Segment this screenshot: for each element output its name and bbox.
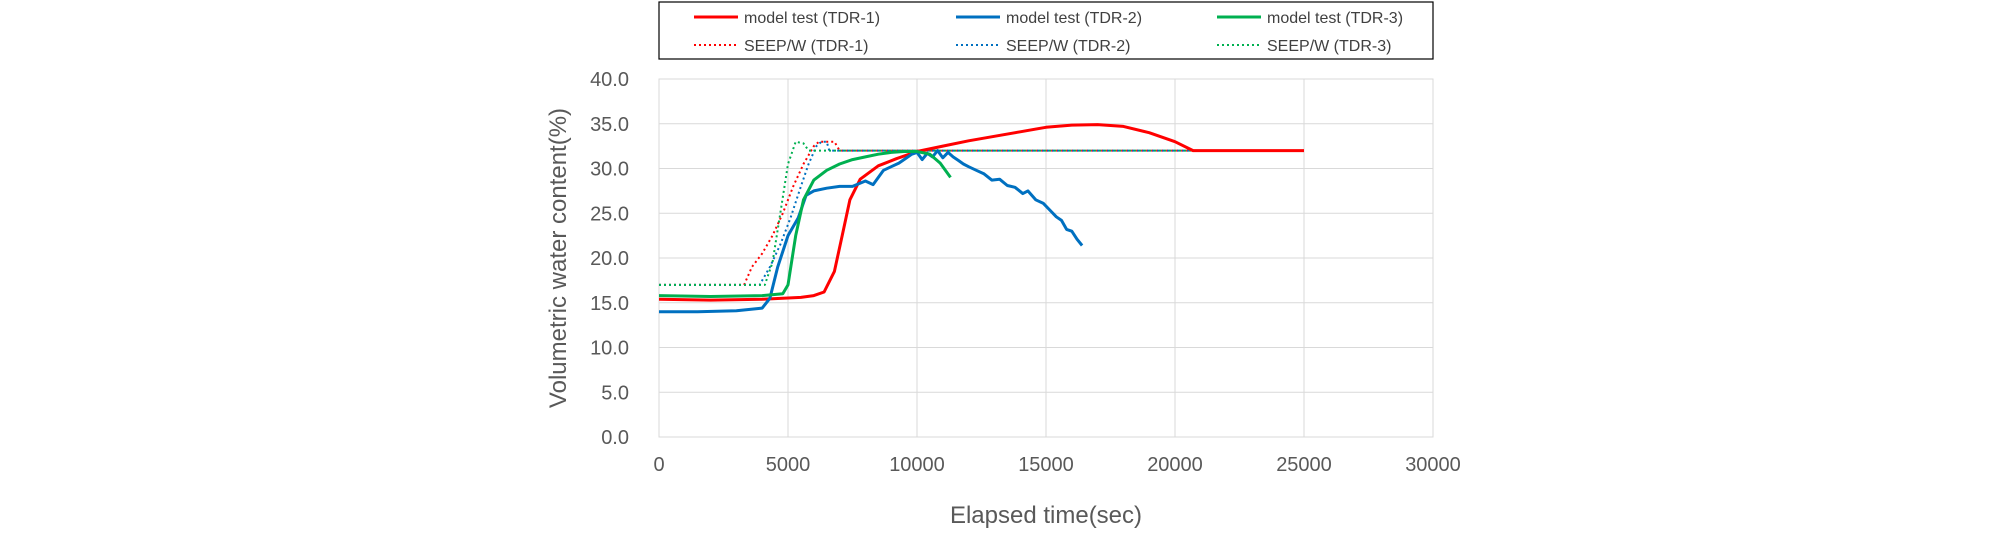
x-tick-label: 10000: [889, 454, 945, 476]
legend-label: SEEP/W (TDR-2): [1006, 38, 1130, 55]
y-tick-label: 20.0: [590, 248, 629, 270]
x-tick-label: 30000: [1405, 454, 1461, 476]
y-tick-label: 15.0: [590, 293, 629, 315]
y-tick-label: 25.0: [590, 203, 629, 225]
y-tick-label: 10.0: [590, 338, 629, 360]
y-tick-label: 35.0: [590, 114, 629, 136]
series-lines: [658, 123, 1304, 314]
y-tick-label: 5.0: [601, 382, 629, 404]
legend-box: [658, 1, 1434, 60]
legend-label: SEEP/W (TDR-3): [1267, 38, 1391, 55]
legend-label: model test (TDR-3): [1267, 10, 1403, 27]
legend-label: model test (TDR-1): [744, 10, 880, 27]
x-tick-label: 0: [653, 454, 664, 476]
legend: model test (TDR-1) model test (TDR-2) mode…: [658, 1, 1434, 60]
y-axis-title: Volumetric water content(%): [545, 108, 572, 408]
x-tick-label: 5000: [766, 454, 811, 476]
x-tick-label: 20000: [1147, 454, 1203, 476]
series-line-6: [659, 140, 1304, 286]
series-line-4: [659, 140, 1304, 286]
x-tick-labels: 0 5000 10000 15000 20000 25000 30000: [653, 454, 1460, 476]
y-tick-label: 0.0: [601, 427, 629, 449]
plot-area-border: [658, 78, 1434, 438]
series-line-3: [658, 150, 952, 298]
gridlines: [658, 78, 1434, 438]
y-tick-label: 40.0: [590, 69, 629, 91]
y-tick-labels: 0.0 5.0 10.0 15.0 20.0 25.0 30.0 35.0 40.0: [590, 69, 629, 449]
series-line-2: [659, 149, 1084, 314]
x-tick-label: 25000: [1276, 454, 1332, 476]
legend-items: model test (TDR-1) model test (TDR-2) mode…: [694, 10, 1403, 55]
legend-label: model test (TDR-2): [1006, 10, 1142, 27]
y-tick-label: 30.0: [590, 159, 629, 181]
x-axis-title: Elapsed time(sec): [950, 502, 1142, 529]
x-tick-label: 15000: [1018, 454, 1074, 476]
legend-label: SEEP/W (TDR-1): [744, 38, 868, 55]
